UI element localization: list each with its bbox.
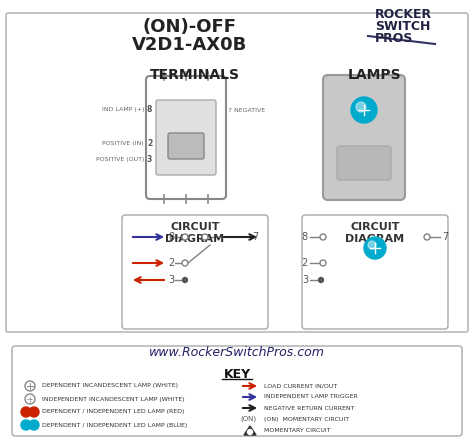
- Text: DEPENDENT / INDEPENDENT LED LAMP (RED): DEPENDENT / INDEPENDENT LED LAMP (RED): [42, 409, 184, 414]
- Circle shape: [424, 234, 430, 240]
- Circle shape: [29, 407, 39, 417]
- Text: POSITIVE (IN): POSITIVE (IN): [102, 140, 144, 146]
- Text: POSITIVE (OUT): POSITIVE (OUT): [96, 157, 144, 163]
- Text: DEPENDENT INCANDESCENT LAMP (WHITE): DEPENDENT INCANDESCENT LAMP (WHITE): [42, 384, 178, 388]
- Circle shape: [29, 420, 39, 430]
- Text: (ON)  MOMENTARY CIRCUIT: (ON) MOMENTARY CIRCUIT: [264, 417, 349, 422]
- FancyBboxPatch shape: [323, 75, 405, 200]
- Text: DEPENDENT / INDEPENDENT LED LAMP (BLUE): DEPENDENT / INDEPENDENT LED LAMP (BLUE): [42, 422, 187, 427]
- Text: 3: 3: [168, 275, 174, 285]
- Circle shape: [320, 260, 326, 266]
- FancyBboxPatch shape: [146, 76, 226, 199]
- Circle shape: [364, 237, 386, 259]
- Text: V2D1-AX0B: V2D1-AX0B: [132, 36, 247, 54]
- Text: CIRCUIT
DIAGRAM: CIRCUIT DIAGRAM: [165, 222, 225, 244]
- FancyBboxPatch shape: [6, 13, 468, 332]
- Text: 7: 7: [252, 232, 258, 242]
- Circle shape: [182, 234, 188, 240]
- FancyBboxPatch shape: [12, 346, 462, 436]
- Circle shape: [182, 278, 188, 283]
- Circle shape: [320, 234, 326, 240]
- Circle shape: [368, 241, 376, 249]
- Text: 8: 8: [302, 232, 308, 242]
- Text: 3: 3: [147, 156, 152, 164]
- Text: 3: 3: [302, 275, 308, 285]
- Text: KEY: KEY: [223, 368, 251, 381]
- Circle shape: [21, 420, 31, 430]
- Text: LOAD CURRENT IN/OUT: LOAD CURRENT IN/OUT: [264, 384, 337, 388]
- Circle shape: [202, 234, 208, 240]
- Text: 7 NEGATIVE: 7 NEGATIVE: [228, 107, 265, 113]
- FancyBboxPatch shape: [302, 215, 448, 329]
- FancyBboxPatch shape: [156, 100, 216, 175]
- Circle shape: [247, 430, 253, 434]
- Text: SWITCH: SWITCH: [375, 20, 430, 33]
- Text: INDEPENDENT INCANDESCENT LAMP (WHITE): INDEPENDENT INCANDESCENT LAMP (WHITE): [42, 396, 185, 401]
- FancyBboxPatch shape: [168, 133, 204, 159]
- Text: NEGATIVE RETURN CURRENT: NEGATIVE RETURN CURRENT: [264, 405, 355, 410]
- FancyBboxPatch shape: [337, 146, 391, 180]
- Text: 8: 8: [168, 232, 174, 242]
- Text: INDEPENDENT LAMP TRIGGER: INDEPENDENT LAMP TRIGGER: [264, 395, 358, 400]
- Text: 2: 2: [168, 258, 174, 268]
- Text: IND LAMP (+): IND LAMP (+): [101, 107, 144, 113]
- Text: MOMENTARY CIRCUIT: MOMENTARY CIRCUIT: [264, 427, 331, 433]
- FancyBboxPatch shape: [122, 215, 268, 329]
- Text: PROS: PROS: [375, 32, 413, 45]
- Circle shape: [351, 97, 377, 123]
- Circle shape: [319, 278, 323, 283]
- Text: www.RockerSwitchPros.com: www.RockerSwitchPros.com: [149, 346, 325, 359]
- Polygon shape: [244, 426, 256, 435]
- Circle shape: [182, 260, 188, 266]
- Text: (ON)-OFF: (ON)-OFF: [143, 18, 237, 36]
- Text: LAMPS: LAMPS: [348, 68, 402, 82]
- Text: CIRCUIT
DIAGRAM: CIRCUIT DIAGRAM: [346, 222, 405, 244]
- Text: 2: 2: [302, 258, 308, 268]
- Text: TERMINALS: TERMINALS: [150, 68, 240, 82]
- Text: 8: 8: [147, 105, 152, 114]
- Circle shape: [21, 407, 31, 417]
- Text: 7: 7: [442, 232, 448, 242]
- Text: ROCKER: ROCKER: [375, 8, 432, 21]
- Text: 2: 2: [147, 139, 152, 148]
- Text: (ON): (ON): [240, 416, 256, 422]
- Circle shape: [356, 102, 366, 112]
